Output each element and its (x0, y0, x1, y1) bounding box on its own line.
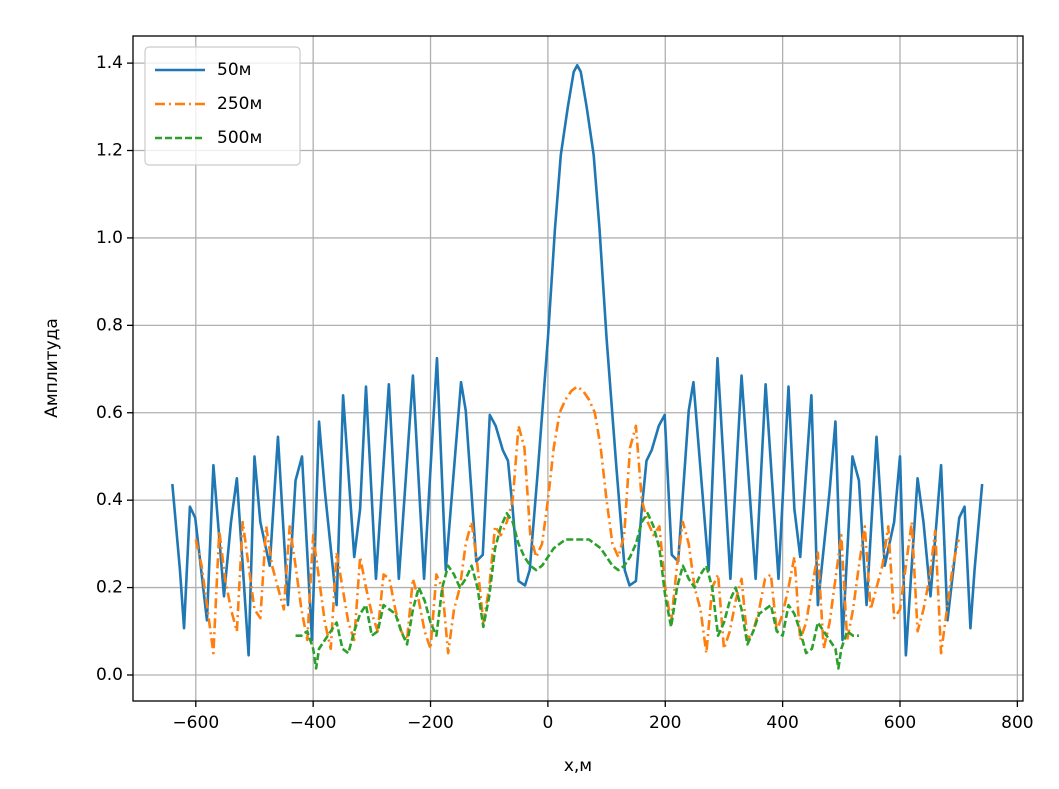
y-tick-label: 1.0 (96, 228, 123, 248)
data-line (295, 511, 859, 670)
x-tick-label: 200 (649, 713, 681, 733)
data-line (171, 63, 984, 657)
x-tick-label: −400 (290, 713, 337, 733)
x-tick-label: 600 (884, 713, 916, 733)
y-tick-label: 1.2 (96, 141, 123, 161)
x-tick-label: 400 (766, 713, 798, 733)
legend-box (144, 46, 301, 166)
y-tick-label: 0.4 (96, 490, 123, 510)
x-tick-label: 0 (542, 713, 553, 733)
data-line (194, 385, 960, 655)
x-tick-label: −600 (172, 713, 219, 733)
y-tick-label: 0.0 (96, 665, 123, 685)
x-tick-label: 800 (1001, 713, 1033, 733)
x-tick-label: −200 (407, 713, 454, 733)
legend-label: 50м (217, 60, 251, 80)
x-axis-label: x,м (564, 756, 592, 776)
plot-frame (132, 35, 1024, 702)
legend-label: 250м (217, 94, 262, 114)
y-tick-label: 1.4 (96, 53, 123, 73)
y-tick-label: 0.2 (96, 578, 123, 598)
y-tick-label: 0.8 (96, 315, 123, 335)
y-tick-label: 0.6 (96, 403, 123, 423)
y-axis-label: Амплитуда (42, 318, 62, 418)
legend-label: 500м (217, 128, 262, 148)
